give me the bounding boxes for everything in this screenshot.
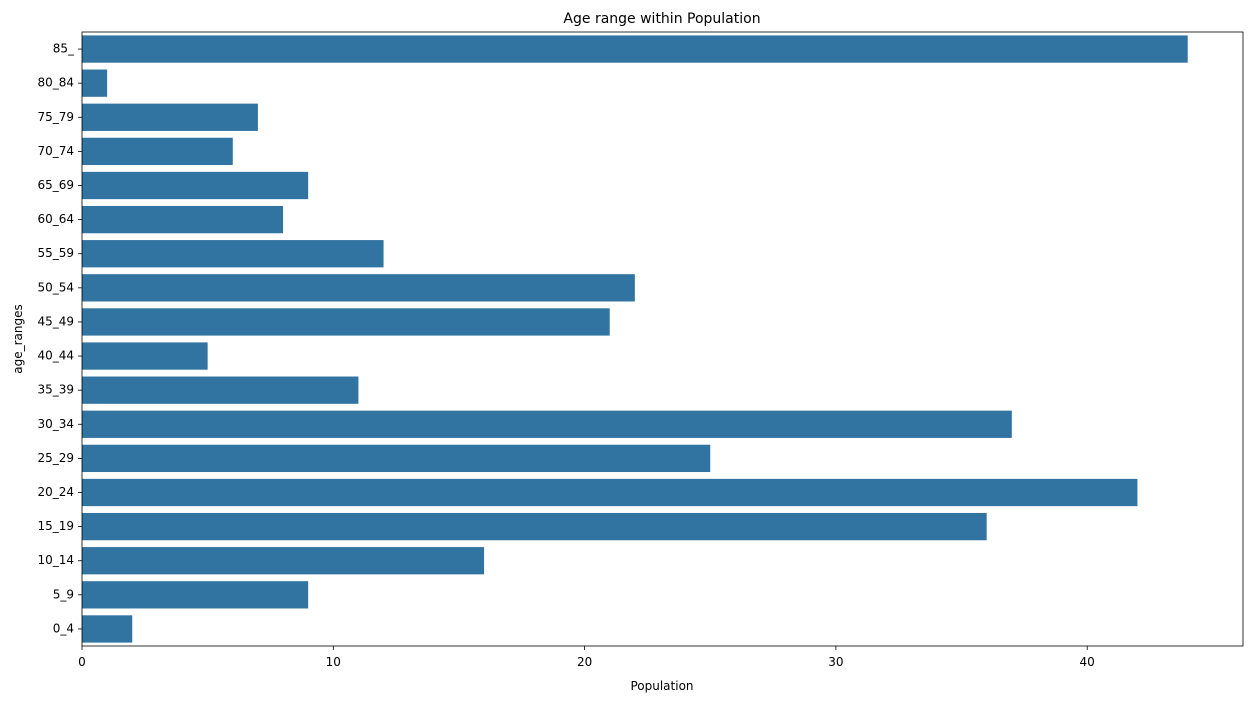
bar-50_54	[82, 274, 635, 302]
bar-30_34	[82, 410, 1012, 438]
y-tick-label-5_9: 5_9	[53, 587, 74, 601]
y-tick-label-30_34: 30_34	[37, 417, 74, 431]
y-tick-label-10_14: 10_14	[37, 553, 74, 567]
y-tick-label-55_59: 55_59	[37, 246, 74, 260]
bar-60_64	[82, 205, 284, 234]
x-tick-label-10: 10	[326, 655, 341, 669]
bar-65_69	[82, 171, 309, 200]
bar-5_9	[82, 581, 309, 609]
bar-80_84	[82, 69, 108, 97]
x-tick-label-0: 0	[78, 655, 86, 669]
y-axis: 85_ 80_84 75_79 70_74 65_69 60_64 55_59 50_54 45…	[37, 42, 82, 635]
bar-25_29	[82, 444, 711, 473]
y-tick-label-75_79: 75_79	[37, 110, 74, 124]
y-tick-label-35_39: 35_39	[37, 383, 74, 397]
bar-10_14	[82, 547, 485, 575]
y-tick-label-70_74: 70_74	[37, 144, 74, 158]
y-tick-label-0_4: 0_4	[53, 621, 74, 635]
y-axis-label: age_ranges	[11, 304, 25, 374]
plot-frame	[81, 31, 1244, 647]
y-tick-label-80_84: 80_84	[37, 76, 74, 90]
y-tick-label-40_44: 40_44	[37, 349, 74, 363]
y-tick-label-65_69: 65_69	[37, 178, 74, 192]
x-tick-label-40: 40	[1080, 655, 1095, 669]
bar-45_49	[82, 308, 610, 336]
y-tick-label-60_64: 60_64	[37, 212, 74, 226]
bar-85_	[82, 35, 1188, 63]
x-axis: 0 10 20 30 40	[78, 646, 1095, 669]
bar-40_44	[82, 342, 208, 370]
x-tick-label-30: 30	[828, 655, 843, 669]
bar-75_79	[82, 103, 258, 131]
y-tick-label-25_29: 25_29	[37, 451, 74, 465]
y-tick-label-20_24: 20_24	[37, 485, 74, 499]
y-tick-label-50_54: 50_54	[37, 280, 74, 294]
bars-layer	[82, 35, 1188, 643]
bar-35_39	[82, 376, 359, 404]
bar-70_74	[82, 137, 233, 166]
bar-15_19	[82, 512, 987, 541]
bar-0_4	[82, 615, 133, 643]
x-axis-label: Population	[630, 679, 693, 693]
x-tick-label-20: 20	[577, 655, 592, 669]
bar-20_24	[82, 478, 1138, 507]
y-tick-label-85_: 85_	[53, 42, 75, 56]
y-tick-label-45_49: 45_49	[37, 314, 74, 328]
chart-title: Age range within Population	[563, 11, 760, 27]
y-tick-label-15_19: 15_19	[37, 519, 74, 533]
bar-55_59	[82, 240, 384, 268]
